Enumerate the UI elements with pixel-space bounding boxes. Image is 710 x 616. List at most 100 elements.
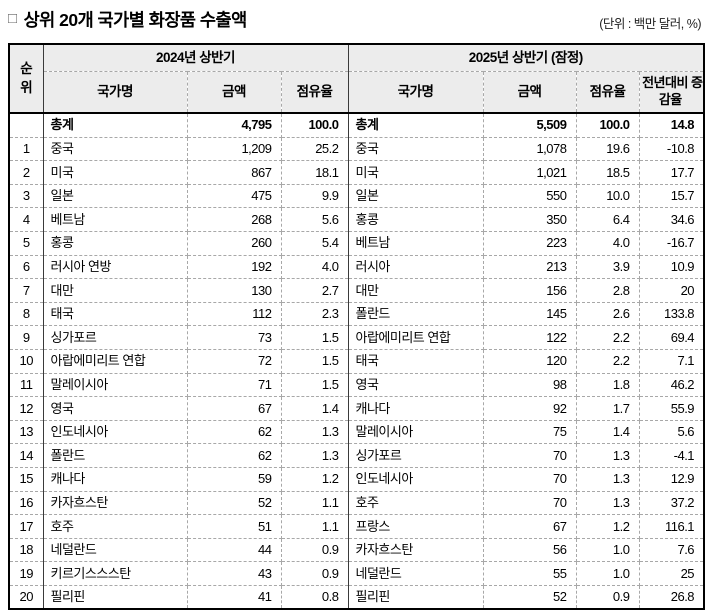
cell-share-2024: 5.4 [280,230,349,256]
cell-amount-2024: 260 [186,230,282,256]
cell-amount-2024: 62 [186,419,282,445]
cell-yoy: 5.6 [638,419,705,445]
cell-amount-2025: 223 [482,230,577,256]
cell-yoy: 15.7 [638,183,705,209]
cell-share-2025: 18.5 [575,160,640,185]
cell-yoy: 12.9 [638,466,705,492]
cell-yoy: 10.9 [638,254,705,280]
cell-share-2025: 1.8 [575,372,640,398]
cell-share-2025: 1.0 [575,561,640,586]
cell-rank: 17 [8,514,44,539]
cell-country-2024: 베트남 [42,207,188,232]
cell-amount-2024: 867 [186,160,282,185]
table-row: 10 아랍에미리트 연합 72 1.5 태국 120 2.2 7.1 [8,348,705,374]
cell-share-2025: 19.6 [575,136,640,162]
cell-country-2024: 호주 [42,514,188,539]
cell-rank: 5 [8,230,44,256]
cell-country-2024: 영국 [42,396,188,421]
square-bullet-icon: □ [8,10,17,27]
table-row: 20 필리핀 41 0.8 필리핀 52 0.9 26.8 [8,584,705,610]
cell-share-2024: 1.1 [280,490,349,516]
cell-share-2025: 4.0 [575,230,640,256]
table-header: 순위 2024년 상반기 2025년 상반기 (잠정) 국가명 금액 점유율 국… [8,43,705,114]
cell-country-2024: 카자흐스탄 [42,490,188,516]
cell-amount-2024: 71 [186,372,282,398]
cell-rank: 2 [8,160,44,185]
cell-amount-2024: 475 [186,183,282,209]
cell-amount-2025: 70 [482,466,577,492]
table-row: 9 싱가포르 73 1.5 아랍에미리트 연합 122 2.2 69.4 [8,325,705,350]
table-row: 6 러시아 연방 192 4.0 러시아 213 3.9 10.9 [8,254,705,280]
cell-country-2025: 베트남 [347,230,484,256]
cell-yoy: 25 [638,561,705,586]
cell-share-2025: 100.0 [575,112,640,138]
cell-country-2024: 일본 [42,183,188,209]
cell-yoy: 14.8 [638,112,705,138]
cell-country-2024: 미국 [42,160,188,185]
table-row: 16 카자흐스탄 52 1.1 호주 70 1.3 37.2 [8,490,705,516]
cell-yoy: 37.2 [638,490,705,516]
cell-rank: 19 [8,561,44,586]
cell-country-2025: 홍콩 [347,207,484,232]
cell-country-2025: 태국 [347,348,484,374]
cell-share-2025: 3.9 [575,254,640,280]
cell-rank: 11 [8,372,44,398]
year-header-2024: 2024년 상반기 [42,43,349,72]
cell-country-2025: 대만 [347,278,484,303]
cosmetics-export-table: 순위 2024년 상반기 2025년 상반기 (잠정) 국가명 금액 점유율 국… [8,43,706,611]
cell-amount-2025: 56 [482,537,577,563]
cell-share-2024: 1.3 [280,419,349,445]
cell-amount-2025: 5,509 [482,112,577,138]
table-row: 4 베트남 268 5.6 홍콩 350 6.4 34.6 [8,207,705,232]
cell-rank: 9 [8,325,44,350]
cell-amount-2025: 70 [482,443,577,468]
cell-amount-2025: 98 [482,372,577,398]
cell-amount-2025: 75 [482,419,577,445]
cell-country-2024: 네덜란드 [42,537,188,563]
cell-country-2024: 폴란드 [42,443,188,468]
cell-share-2024: 25.2 [280,136,349,162]
cell-rank [8,112,44,138]
cell-country-2024: 말레이시아 [42,372,188,398]
table-row: 7 대만 130 2.7 대만 156 2.8 20 [8,278,705,303]
table-body: 총계 4,795 100.0 총계 5,509 100.0 14.8 1 중국 … [8,112,705,610]
cell-yoy: 26.8 [638,584,705,610]
cell-share-2024: 0.9 [280,537,349,563]
cell-yoy: 7.6 [638,537,705,563]
cell-amount-2024: 4,795 [186,112,282,138]
col-header-share-2025: 점유율 [575,71,640,114]
cell-country-2025: 폴란드 [347,301,484,327]
cell-amount-2025: 120 [482,348,577,374]
cell-country-2025: 싱가포르 [347,443,484,468]
cell-amount-2025: 92 [482,396,577,421]
cell-yoy: 116.1 [638,514,705,539]
cell-share-2025: 0.9 [575,584,640,610]
cell-amount-2024: 112 [186,301,282,327]
cell-amount-2025: 70 [482,490,577,516]
page-title-text: 상위 20개 국가별 화장품 수출액 [23,10,248,30]
cell-share-2024: 1.5 [280,372,349,398]
cell-country-2024: 태국 [42,301,188,327]
cell-amount-2025: 55 [482,561,577,586]
cell-share-2025: 1.7 [575,396,640,421]
cell-amount-2025: 145 [482,301,577,327]
cell-country-2025: 카자흐스탄 [347,537,484,563]
cell-country-2025: 아랍에미리트 연합 [347,325,484,350]
cell-amount-2024: 43 [186,561,282,586]
cell-share-2024: 2.7 [280,278,349,303]
cell-country-2025: 러시아 [347,254,484,280]
table-row: 11 말레이시아 71 1.5 영국 98 1.8 46.2 [8,372,705,398]
cell-country-2025: 중국 [347,136,484,162]
cell-country-2024: 홍콩 [42,230,188,256]
cell-rank: 16 [8,490,44,516]
cell-share-2025: 6.4 [575,207,640,232]
total-row: 총계 4,795 100.0 총계 5,509 100.0 14.8 [8,112,705,138]
cell-share-2024: 2.3 [280,301,349,327]
cell-amount-2025: 52 [482,584,577,610]
cell-rank: 1 [8,136,44,162]
cell-share-2024: 100.0 [280,112,349,138]
cell-country-2025: 일본 [347,183,484,209]
cell-yoy: 133.8 [638,301,705,327]
cell-country-2024: 필리핀 [42,584,188,610]
